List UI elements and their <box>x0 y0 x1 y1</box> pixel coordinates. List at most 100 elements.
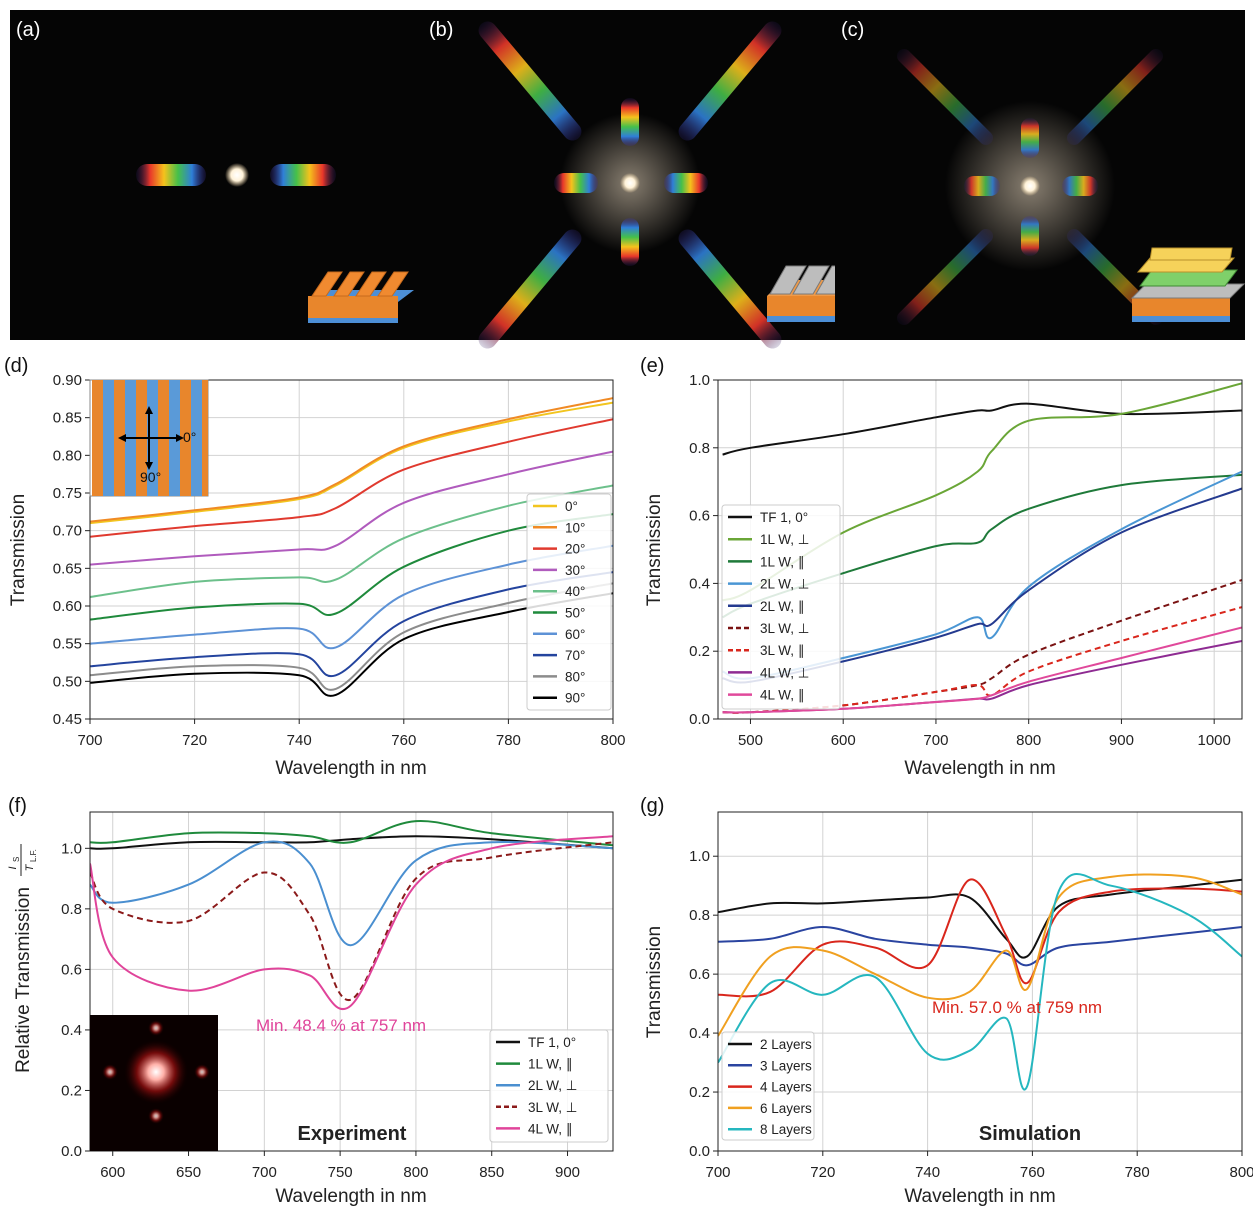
ytick-label: 0.90 <box>53 372 82 389</box>
ytick-label: 0.4 <box>689 1025 710 1042</box>
series-line-f-2 <box>90 840 613 947</box>
annotation-g: Min. 57.0 % at 759 nm <box>932 998 1102 1017</box>
legend-label: 1L W, ⊥ <box>760 532 810 547</box>
xtick-label: 700 <box>252 1164 277 1181</box>
xtick-label: 750 <box>328 1164 353 1181</box>
photo-panel-b: (b) <box>423 10 881 349</box>
legend-label: 3L W, ∥ <box>760 643 805 658</box>
series-e <box>722 382 1242 714</box>
ylabel-g: Transmission <box>644 926 665 1038</box>
series-line-d-1 <box>90 397 613 523</box>
xtick-label: 700 <box>923 732 948 749</box>
ytick-label: 0.8 <box>61 901 82 918</box>
polarization-inset: 0° 90° <box>89 379 209 497</box>
series-line-d-0 <box>90 401 613 525</box>
ytick-label: 1.0 <box>689 848 710 865</box>
series-line-e-0 <box>722 402 1242 456</box>
series-line-d-9 <box>90 592 613 697</box>
xtick-label: 800 <box>403 1164 428 1181</box>
chart-f: (f) 0.0 0.2 0.4 0.6 0.8 1.0 600 650 700 750 800 85… <box>7 795 614 1207</box>
legend-label: 2L W, ⊥ <box>528 1078 578 1093</box>
series-f <box>90 819 613 1010</box>
xtick-label: 900 <box>1109 732 1134 749</box>
series-line-d-6 <box>90 544 613 650</box>
ytick-label: 0.2 <box>689 1084 710 1101</box>
ylabel-f: Relative Transmission <box>13 887 34 1073</box>
photo-label-a: (a) <box>16 19 40 41</box>
series-line-g-1 <box>718 925 1242 967</box>
ytick-label: 0.55 <box>53 636 82 653</box>
legend-label: 3 Layers <box>760 1058 812 1073</box>
legend-label: 4 Layers <box>760 1080 812 1095</box>
legend-e: TF 1, 0° 1L W, ⊥ 1L W, ∥ 2L W, ⊥ 2L W, ∥ 3L W… <box>721 504 841 710</box>
legend-label: 50° <box>565 606 585 621</box>
legend-label: TF 1, 0° <box>760 510 808 525</box>
chart-g: (g) 0.0 0.2 0.4 0.6 0.8 1.0 700 720 740 760 780 80… <box>640 795 1253 1207</box>
legend-label: 8 Layers <box>760 1122 812 1137</box>
xlabel-d: Wavelength in nm <box>275 758 426 779</box>
legend-label: 40° <box>565 584 585 599</box>
ytick-label: 0.60 <box>53 598 82 615</box>
ylabel-f-fraction: I S T L.F. <box>7 844 38 876</box>
series-line-g-3 <box>718 873 1242 1037</box>
ytick-label: 0.2 <box>689 643 710 660</box>
ytick-label: 0.75 <box>53 485 82 502</box>
ytick-label: 0.2 <box>61 1082 82 1099</box>
legend-box <box>721 1031 815 1141</box>
xtick-label: 780 <box>496 732 521 749</box>
ytick-label: 0.65 <box>53 560 82 577</box>
series-line-g-4 <box>718 872 1242 1091</box>
yticks-e: 0.0 0.2 0.4 0.6 0.8 1.0 <box>689 372 718 728</box>
legend-label: 30° <box>565 563 585 578</box>
xtick-label: 720 <box>810 1164 835 1181</box>
ytick-label: 0.8 <box>689 907 710 924</box>
axes-frame-f <box>89 811 614 1152</box>
corner-text-g: Simulation <box>979 1123 1081 1145</box>
series-line-g-2 <box>718 878 1242 998</box>
legend-label: 80° <box>565 669 585 684</box>
xtick-label: 800 <box>1229 1164 1253 1181</box>
series-line-d-8 <box>90 582 613 691</box>
xticks-g: 700 720 740 760 780 800 <box>705 1151 1253 1181</box>
legend-label: 2 Layers <box>760 1037 812 1052</box>
xtick-label: 700 <box>705 1164 730 1181</box>
xtick-label: 500 <box>738 732 763 749</box>
yticks-f: 0.0 0.2 0.4 0.6 0.8 1.0 <box>61 840 90 1160</box>
ylabel-d: Transmission <box>8 494 29 606</box>
ytick-label: 0.4 <box>61 1022 82 1039</box>
xtick-label: 700 <box>77 732 102 749</box>
xlabel-e: Wavelength in nm <box>904 758 1055 779</box>
panel-label-g: (g) <box>640 795 664 817</box>
legend-g: 2 Layers 3 Layers 4 Layers 6 Layers 8 Layers <box>721 1031 815 1141</box>
legend-box <box>721 504 841 710</box>
legend-label: 2L W, ∥ <box>760 599 805 614</box>
series-line-f-4 <box>90 835 613 1010</box>
legend-label: 20° <box>565 542 585 557</box>
legend-label: 4L W, ∥ <box>528 1121 573 1136</box>
ytick-label: 0.6 <box>689 508 710 525</box>
xtick-label: 600 <box>831 732 856 749</box>
yticks-g: 0.0 0.2 0.4 0.6 0.8 1.0 <box>689 848 718 1160</box>
xtick-label: 740 <box>915 1164 940 1181</box>
photo-panel-c: (c) <box>835 10 1246 340</box>
corner-text-f: Experiment <box>298 1123 407 1145</box>
series-g <box>718 872 1242 1091</box>
xticks-d: 700 720 740 760 780 800 <box>77 719 626 749</box>
fraction-numerator: I <box>7 866 19 869</box>
legend-label: 4L W, ⊥ <box>760 665 810 680</box>
ytick-label: 1.0 <box>689 372 710 389</box>
xtick-label: 740 <box>287 732 312 749</box>
legend-label: 60° <box>565 627 585 642</box>
yticks-d: 0.45 0.50 0.55 0.60 0.65 0.70 0.75 0.80 0.85 0.90 <box>53 372 90 728</box>
annotation-f: Min. 48.4 % at 757 nm <box>256 1016 426 1035</box>
photo-panel-a: (a) <box>10 10 423 340</box>
ytick-label: 0.0 <box>689 711 710 728</box>
legend-d: 0° 10° 20° 30° 40° 50° 60° 70° 80° 90° <box>526 493 612 711</box>
chart-e: (e) 0.0 0.2 0.4 0.6 0.8 1.0 500 600 700 800 900 10… <box>640 355 1243 779</box>
series-line-f-1 <box>90 819 613 847</box>
photo-label-c: (c) <box>841 19 864 41</box>
series-line-d-2 <box>90 418 613 538</box>
inset-label-0deg: 0° <box>183 429 196 445</box>
inset-label-90deg: 90° <box>140 469 161 485</box>
